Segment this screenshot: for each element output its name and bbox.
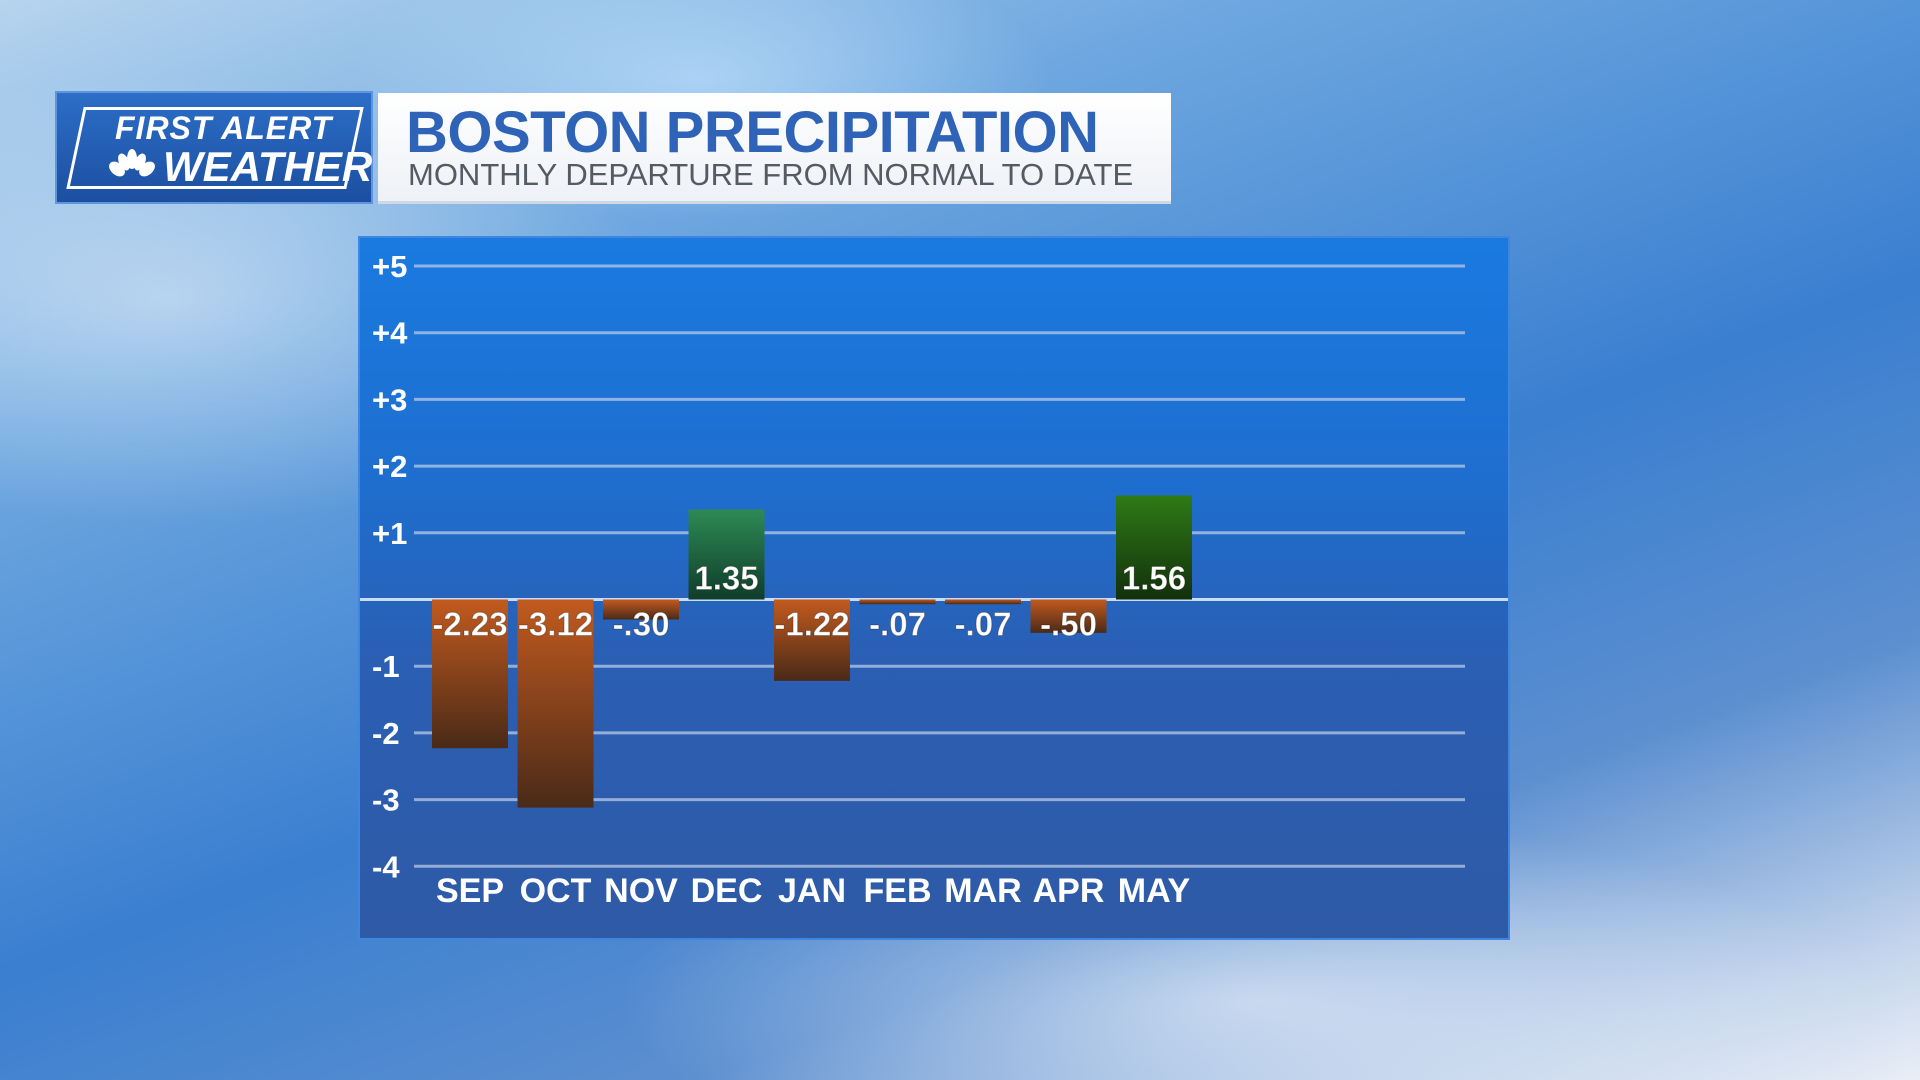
bar-value-label: -1.22 (774, 606, 849, 643)
bar (1116, 495, 1192, 600)
x-tick-label: JAN (778, 872, 846, 910)
title-box: BOSTON PRECIPITATION MONTHLY DEPARTURE F… (378, 93, 1171, 204)
y-tick-label: +5 (372, 249, 407, 284)
x-tick-label: DEC (691, 872, 763, 910)
x-tick-label: MAY (1118, 872, 1191, 910)
x-tick-label: NOV (604, 872, 678, 910)
y-tick-label: -4 (372, 849, 400, 884)
bar-value-label: 1.35 (694, 560, 758, 597)
bar (688, 509, 765, 600)
x-tick-label: APR (1033, 872, 1105, 910)
bar-value-label: -.07 (869, 606, 926, 643)
x-tick-label: FEB (864, 872, 932, 910)
bar-value-label: 1.56 (1122, 560, 1186, 597)
x-tick-label: SEP (436, 872, 504, 910)
bar-value-label: -3.12 (518, 606, 593, 643)
bar (774, 599, 850, 681)
y-tick-label: +4 (372, 316, 408, 351)
x-tick-label: MAR (944, 872, 1021, 910)
logo-line2: WEATHER (163, 143, 373, 190)
x-tick-label: OCT (520, 872, 592, 910)
chart-subtitle: MONTHLY DEPARTURE FROM NORMAL TO DATE (408, 157, 1134, 192)
bar-value-label: -.30 (613, 606, 670, 643)
bar-chart: +5 +4 +3 +2 +1 -1 -2 -3 -4 -2.23 SEP -3.12 OCT -.30 NO… (360, 249, 1508, 910)
y-tick-label: -3 (372, 783, 400, 818)
y-tick-label: +3 (372, 382, 407, 417)
y-tick-label: +2 (372, 449, 407, 484)
bar-value-label: -.07 (955, 606, 1012, 643)
y-tick-label: +1 (372, 516, 407, 551)
y-tick-label: -2 (372, 716, 400, 751)
bar (945, 599, 1021, 605)
bar (603, 599, 679, 620)
bar (859, 599, 936, 605)
peacock-icon (109, 149, 155, 177)
bar (432, 599, 508, 749)
y-tick-label: -1 (372, 649, 400, 684)
bar-value-label: -2.23 (432, 606, 507, 643)
bar (1030, 599, 1107, 633)
chart-title: BOSTON PRECIPITATION (406, 100, 1099, 165)
first-alert-weather-logo: FIRST ALERT WEATHER (55, 91, 373, 204)
bar (517, 599, 594, 808)
chart-panel: +5 +4 +3 +2 +1 -1 -2 -3 -4 -2.23 SEP -3.12 OCT -.30 NO… (358, 236, 1510, 940)
bar-value-label: -.50 (1040, 606, 1097, 643)
logo-line1: FIRST ALERT (115, 110, 333, 146)
